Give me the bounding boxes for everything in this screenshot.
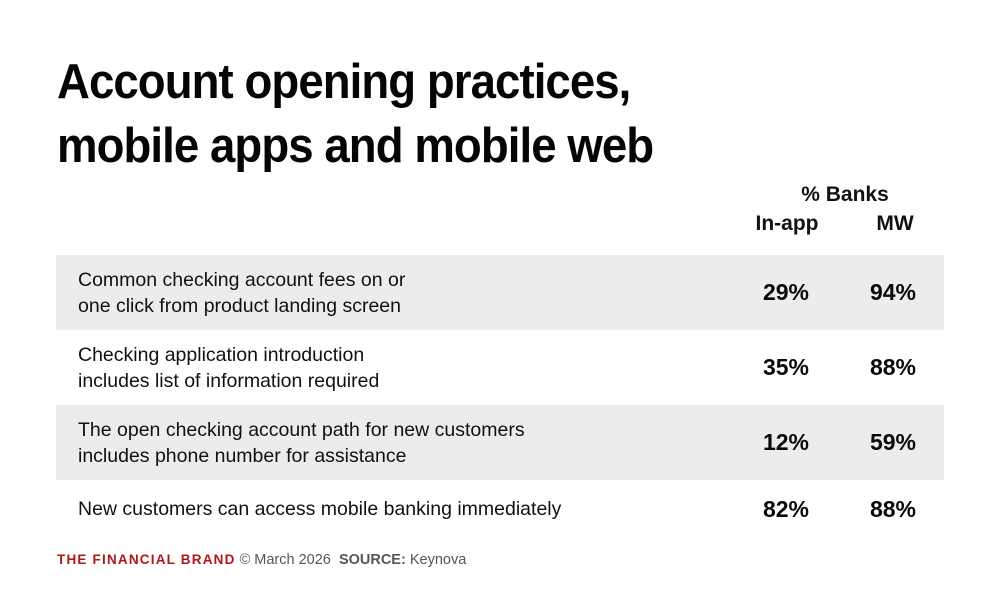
table-row: Common checking account fees on or one c…: [56, 255, 944, 330]
source: Keynova: [409, 552, 467, 568]
mw-value: 94%: [869, 279, 917, 305]
in-app-value: 35%: [762, 354, 810, 380]
mw-value: 59%: [869, 429, 917, 455]
mw-value: 88%: [869, 495, 917, 522]
row-label: Checking application introduction includ…: [78, 343, 380, 392]
column-header-mw: MW: [876, 212, 914, 235]
column-group-header: % Banks: [801, 183, 889, 206]
title-line-1: Account opening practices,: [57, 55, 631, 109]
data-table: Common checking account fees on or one c…: [56, 255, 944, 538]
table-row: Checking application introduction includ…: [56, 330, 944, 405]
in-app-value: 12%: [762, 429, 810, 455]
copyright: © March 2026: [239, 552, 331, 568]
in-app-value: 82%: [762, 495, 810, 522]
source-label: SOURCE:: [338, 552, 406, 568]
table-row: New customers can access mobile banking …: [56, 480, 944, 538]
mw-value: 88%: [869, 354, 917, 380]
table-row: The open checking account path for new c…: [56, 405, 944, 480]
brand-logo: THE FINANCIAL BRAND: [57, 552, 236, 567]
row-label: Common checking account fees on or one c…: [78, 268, 406, 317]
title-line-2: mobile apps and mobile web: [57, 119, 654, 173]
row-label: The open checking account path for new c…: [78, 418, 525, 467]
footer: THE FINANCIAL BRAND © March 2026 SOURCE:…: [57, 552, 466, 568]
chart-title: Account opening practices, mobile apps a…: [57, 50, 801, 178]
in-app-value: 29%: [762, 279, 810, 305]
column-header-in-app: In-app: [755, 212, 819, 235]
row-label: New customers can access mobile banking …: [78, 498, 562, 520]
